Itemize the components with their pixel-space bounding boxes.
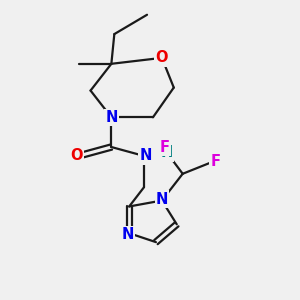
Text: N: N [105, 110, 118, 125]
Text: H: H [160, 146, 172, 160]
Text: F: F [210, 154, 220, 169]
Text: O: O [70, 148, 83, 164]
Text: N: N [122, 227, 134, 242]
Text: N: N [156, 191, 168, 206]
Text: F: F [160, 140, 170, 154]
Text: N: N [140, 148, 152, 164]
Text: O: O [156, 50, 168, 65]
